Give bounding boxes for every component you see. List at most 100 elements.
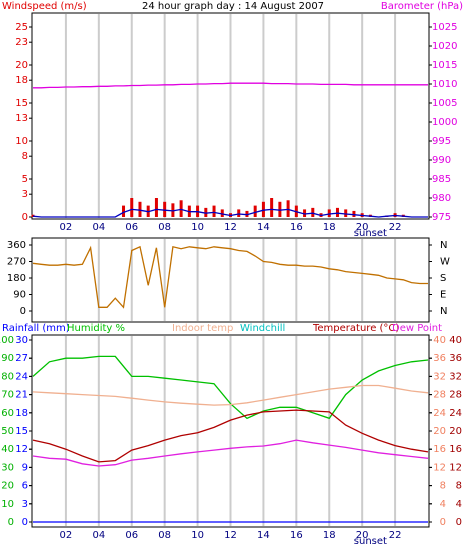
y-tick-label: 25 bbox=[15, 22, 28, 33]
x-tick-label: 22 bbox=[389, 222, 402, 233]
y-tick-label: 360 bbox=[7, 240, 26, 251]
y-axis-title: Rainfall (mm) bbox=[2, 323, 70, 334]
x-tick-label: 10 bbox=[191, 530, 204, 541]
y-tick-label: 4 bbox=[456, 499, 462, 510]
y-tick-label: 28 bbox=[433, 390, 446, 401]
y-tick-label: 985 bbox=[432, 174, 451, 185]
y-tick-label: 15 bbox=[15, 98, 28, 109]
y-tick-label: 980 bbox=[432, 193, 451, 204]
y-tick-label: 30 bbox=[1, 462, 14, 473]
y-tick-label: 1015 bbox=[432, 60, 457, 71]
sunset-label: sunset bbox=[354, 228, 387, 239]
x-tick-label: 04 bbox=[92, 530, 105, 541]
y-tick-label: 16 bbox=[433, 444, 446, 455]
y-tick-label: E bbox=[440, 290, 446, 301]
y-tick-label: 24 bbox=[433, 408, 446, 419]
x-tick-label: 16 bbox=[290, 222, 303, 233]
y2-axis-title: Barometer (hPa) bbox=[381, 1, 463, 12]
y-tick-label: 5 bbox=[22, 174, 28, 185]
y-tick-label: 18 bbox=[15, 408, 28, 419]
wind-bar bbox=[220, 209, 224, 217]
wind-bar bbox=[31, 214, 35, 217]
wind-bar bbox=[122, 205, 126, 217]
y-tick-label: 0 bbox=[440, 517, 446, 528]
y-tick-label: 12 bbox=[15, 444, 28, 455]
wind-bar bbox=[154, 198, 158, 217]
series-line bbox=[33, 82, 428, 89]
y-tick-label: 3 bbox=[22, 499, 28, 510]
y-tick-label: 15 bbox=[15, 426, 28, 437]
x-tick-label: 06 bbox=[125, 222, 138, 233]
y-tick-label: 70 bbox=[1, 390, 14, 401]
y-tick-label: 0 bbox=[20, 306, 26, 317]
y-tick-label: 36 bbox=[433, 353, 446, 364]
x-tick-label: 20 bbox=[356, 222, 369, 233]
y-tick-label: 1000 bbox=[432, 117, 457, 128]
x-tick-label: 06 bbox=[125, 530, 138, 541]
windchill-label: Windchill bbox=[240, 323, 285, 334]
wind-bar bbox=[311, 207, 315, 217]
y-tick-label: S bbox=[440, 273, 446, 284]
wind-bar bbox=[130, 198, 134, 217]
y-tick-label: 90 bbox=[13, 290, 26, 301]
y-tick-label: 24 bbox=[449, 408, 462, 419]
series-line bbox=[32, 439, 429, 467]
y-tick-label: 1020 bbox=[432, 41, 457, 52]
series-line bbox=[32, 245, 428, 309]
y-tick-label: 80 bbox=[1, 371, 14, 382]
x-tick-label: 20 bbox=[356, 530, 369, 541]
y-tick-label: 27 bbox=[15, 353, 28, 364]
wind-bar bbox=[212, 205, 216, 217]
y-tick-label: 24 bbox=[15, 371, 28, 382]
x-tick-label: 02 bbox=[60, 530, 73, 541]
wind-bar bbox=[352, 210, 356, 217]
wind-bar bbox=[138, 201, 142, 217]
chart-title: 24 hour graph day : 14 August 2007 bbox=[142, 1, 324, 12]
y-tick-label: 270 bbox=[7, 257, 26, 268]
y-tick-label: 3 bbox=[22, 189, 28, 200]
y-tick-label: 32 bbox=[449, 371, 462, 382]
y-tick-label: 36 bbox=[449, 353, 462, 364]
y-tick-label: 12 bbox=[433, 462, 446, 473]
series-label: Humidity % bbox=[67, 323, 125, 334]
y-tick-label: 9 bbox=[22, 462, 28, 473]
y-tick-label: 13 bbox=[15, 113, 28, 124]
series-line bbox=[32, 208, 428, 218]
y-tick-label: 40 bbox=[449, 335, 462, 346]
y-tick-label: 40 bbox=[1, 444, 14, 455]
wind-bar bbox=[245, 210, 249, 217]
x-tick-label: 14 bbox=[257, 222, 270, 233]
wind-bar bbox=[261, 201, 265, 217]
y-tick-label: 12 bbox=[449, 462, 462, 473]
y-tick-label: 1025 bbox=[432, 22, 457, 33]
y-tick-label: 30 bbox=[15, 335, 28, 346]
y-tick-label: 0 bbox=[22, 212, 28, 223]
wind-bar bbox=[179, 200, 183, 217]
y-tick-label: 1005 bbox=[432, 98, 457, 109]
x-tick-label: 10 bbox=[191, 222, 204, 233]
x-tick-label: 12 bbox=[224, 530, 237, 541]
series-line bbox=[32, 409, 429, 463]
y-tick-label: 18 bbox=[15, 75, 28, 86]
wind-bar bbox=[286, 200, 290, 217]
series-line bbox=[32, 384, 429, 406]
y-tick-label: 995 bbox=[432, 136, 451, 147]
y-tick-label: 990 bbox=[432, 155, 451, 166]
x-tick-label: 12 bbox=[224, 222, 237, 233]
wind-bar bbox=[270, 198, 274, 217]
x-tick-label: 16 bbox=[290, 530, 303, 541]
y-tick-label: 32 bbox=[433, 371, 446, 382]
y-tick-label: 8 bbox=[22, 151, 28, 162]
wind-bar bbox=[303, 209, 307, 217]
y-tick-label: 975 bbox=[432, 212, 451, 223]
wind-bar bbox=[253, 205, 257, 217]
wind-bar bbox=[344, 209, 348, 217]
x-tick-label: 18 bbox=[323, 222, 336, 233]
y-tick-label: 90 bbox=[1, 353, 14, 364]
y-tick-label: 10 bbox=[1, 499, 14, 510]
series-label: Indoor temp bbox=[172, 323, 233, 334]
wind-bar bbox=[278, 201, 282, 217]
wind-bar bbox=[204, 207, 208, 217]
y-tick-label: 8 bbox=[456, 481, 462, 492]
